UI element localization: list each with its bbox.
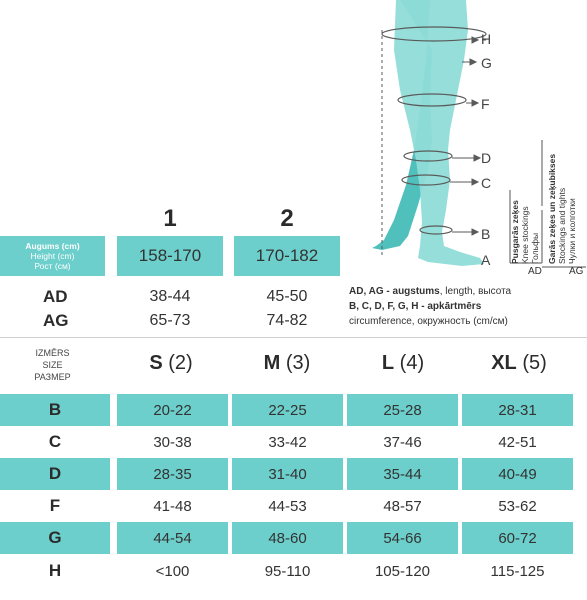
leg-letter-c: C bbox=[481, 175, 492, 191]
cell-h-m: 95-110 bbox=[264, 562, 311, 580]
arc-c bbox=[401, 174, 451, 186]
leg-letter-g: G bbox=[481, 55, 492, 71]
row-label-b: B bbox=[48, 400, 62, 419]
ad-value-2: 45-50 bbox=[266, 288, 308, 305]
cell-h-l: 105-120 bbox=[374, 562, 431, 580]
cell-d-xl: 40-49 bbox=[462, 458, 573, 490]
size-head-m: M (3) bbox=[263, 351, 311, 374]
height-col-1: 1 bbox=[163, 205, 177, 232]
back-leg bbox=[372, 0, 432, 250]
cell-b-s: 20-22 bbox=[117, 394, 228, 426]
cell-f-l: 48-57 bbox=[383, 497, 422, 515]
arc-b bbox=[419, 225, 453, 235]
size-header-label: IZMĒRS SIZE РАЗМЕР bbox=[34, 348, 71, 382]
height-col-2: 2 bbox=[280, 205, 294, 232]
arc-h bbox=[381, 26, 487, 42]
cell-d-s: 28-35 bbox=[117, 458, 228, 490]
row-label-c: C bbox=[48, 432, 62, 451]
stockings-label: Garās zeķes un zeķubikses Stockings and … bbox=[547, 153, 577, 264]
cell-b-m: 22-25 bbox=[232, 394, 343, 426]
cell-f-xl: 53-62 bbox=[498, 497, 537, 515]
leg-letter-h: H bbox=[481, 31, 492, 47]
note-line-3: circumference, окружность (cm/см) bbox=[349, 316, 508, 327]
arc-f bbox=[397, 93, 467, 107]
note-line-2: B, C, D, F, G, H - apkārtmērs bbox=[349, 301, 482, 312]
knee-stockings-label: Pusgarās zeķes Knee stockings Гольфы bbox=[510, 200, 540, 264]
cell-g-xl: 60-72 bbox=[462, 522, 573, 554]
height-label: Augums (cm) Height (cm) Рост (см) bbox=[0, 236, 105, 276]
leg-diagram bbox=[372, 0, 487, 266]
leg-letter-d: D bbox=[481, 150, 492, 166]
cell-h-xl: 115-125 bbox=[490, 562, 545, 580]
cell-g-l: 54-66 bbox=[347, 522, 458, 554]
row-label-ag: AG bbox=[43, 311, 69, 330]
cell-f-s: 41-48 bbox=[153, 497, 192, 515]
cell-b-l: 25-28 bbox=[347, 394, 458, 426]
note-line-1: AD, AG - augstums, length, высота bbox=[349, 286, 512, 297]
height-value-1: 158-170 bbox=[117, 236, 223, 276]
size-head-l: L (4) bbox=[381, 351, 425, 374]
ag-value-2: 74-82 bbox=[266, 312, 308, 329]
cell-f-m: 44-53 bbox=[268, 497, 307, 515]
height-value-2: 170-182 bbox=[234, 236, 340, 276]
cell-c-l: 37-46 bbox=[383, 433, 422, 451]
row-d-band bbox=[0, 458, 110, 490]
cell-g-m: 48-60 bbox=[232, 522, 343, 554]
cell-c-xl: 42-51 bbox=[498, 433, 537, 451]
knee-code: AD bbox=[528, 266, 542, 277]
ag-value-1: 65-73 bbox=[149, 312, 191, 329]
row-label-g: G bbox=[48, 528, 62, 547]
cell-d-m: 31-40 bbox=[232, 458, 343, 490]
leg-letter-f: F bbox=[481, 96, 490, 112]
cell-c-m: 33-42 bbox=[268, 433, 307, 451]
row-b-band bbox=[0, 394, 110, 426]
cell-g-s: 44-54 bbox=[117, 522, 228, 554]
row-label-h: H bbox=[48, 561, 62, 580]
section-divider bbox=[0, 337, 587, 338]
size-head-xl: XL (5) bbox=[491, 351, 547, 374]
cell-h-s: <100 bbox=[155, 562, 190, 580]
row-label-d: D bbox=[48, 464, 62, 483]
ad-value-1: 38-44 bbox=[149, 288, 191, 305]
row-g-band bbox=[0, 522, 110, 554]
cell-b-xl: 28-31 bbox=[462, 394, 573, 426]
leg-letter-a: A bbox=[481, 252, 491, 268]
row-label-ad: AD bbox=[43, 287, 68, 306]
cell-d-l: 35-44 bbox=[347, 458, 458, 490]
arc-d bbox=[403, 150, 453, 162]
row-label-f: F bbox=[49, 496, 61, 515]
product-type-brackets bbox=[509, 140, 586, 268]
front-leg bbox=[394, 0, 484, 266]
leg-letter-b: B bbox=[481, 226, 491, 242]
stockings-code: AG bbox=[569, 266, 584, 277]
cell-c-s: 30-38 bbox=[153, 433, 192, 451]
size-head-s: S (2) bbox=[149, 351, 193, 374]
